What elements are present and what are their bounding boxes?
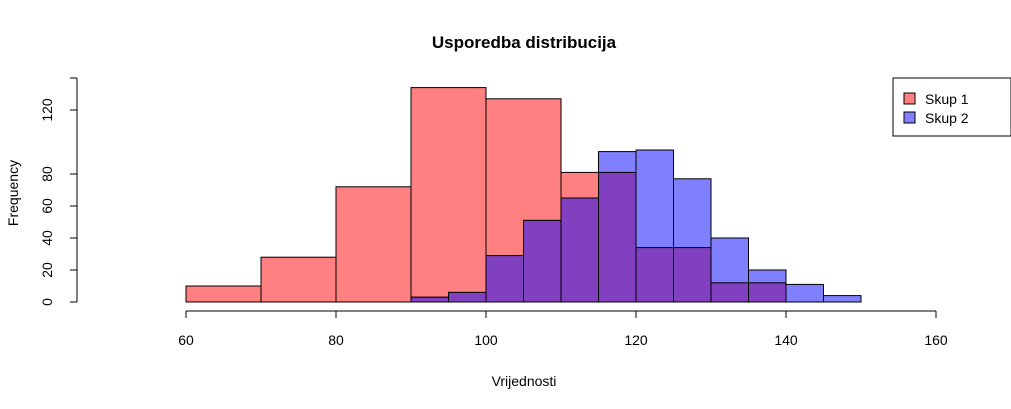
bar-series1-bin-70 (260, 256, 337, 303)
y-tick-label-120: 120 (39, 98, 55, 122)
bar-series1-bin-60 (185, 285, 262, 303)
bar-overlap-bin-115 (598, 171, 637, 303)
chart-title: Usporedba distribucija (432, 33, 617, 52)
legend-swatch-1 (903, 92, 916, 105)
legend-label-1: Skup 1 (925, 91, 969, 107)
legend-swatch-2 (903, 111, 916, 124)
bar-series2-bin-145 (823, 295, 862, 303)
legend-label-2: Skup 2 (925, 110, 969, 126)
bars-layer (185, 87, 862, 303)
x-tick-label-140: 140 (774, 332, 798, 348)
x-tick-label-60: 60 (178, 332, 194, 348)
y-tick-label-20: 20 (39, 262, 55, 278)
x-tick-label-100: 100 (474, 332, 498, 348)
bar-overlap-bin-135 (748, 282, 787, 303)
y-tick-label-0: 0 (39, 298, 55, 306)
legend-box (892, 77, 1011, 137)
x-axis-label: Vrijednosti (492, 373, 557, 389)
legend: Skup 1 Skup 2 (892, 77, 1011, 137)
bar-overlap-bin-105 (523, 219, 562, 303)
bar-overlap-bin-110 (560, 197, 599, 303)
x-tick-label-80: 80 (328, 332, 344, 348)
y-tick-label-40: 40 (39, 230, 55, 246)
axes-layer: 60 80 100 120 140 160 0 20 40 60 80 120 (39, 77, 948, 348)
bar-series1-bin-80 (335, 186, 412, 303)
bar-series2-bin-140 (785, 283, 824, 303)
x-tick-label-160: 160 (924, 332, 948, 348)
y-tick-label-80: 80 (39, 166, 55, 182)
bar-series1-bin-90 (410, 87, 487, 303)
bar-overlap-bin-95 (448, 291, 487, 303)
x-tick-label-120: 120 (624, 332, 648, 348)
y-axis-label: Frequency (5, 160, 21, 226)
bar-overlap-bin-130 (710, 282, 749, 303)
bar-overlap-bin-100 (485, 255, 524, 303)
bar-overlap-bin-120 (635, 247, 674, 303)
bar-overlap-bin-125 (673, 247, 712, 303)
y-tick-label-60: 60 (39, 198, 55, 214)
bar-overlap-bin-90 (410, 296, 449, 303)
